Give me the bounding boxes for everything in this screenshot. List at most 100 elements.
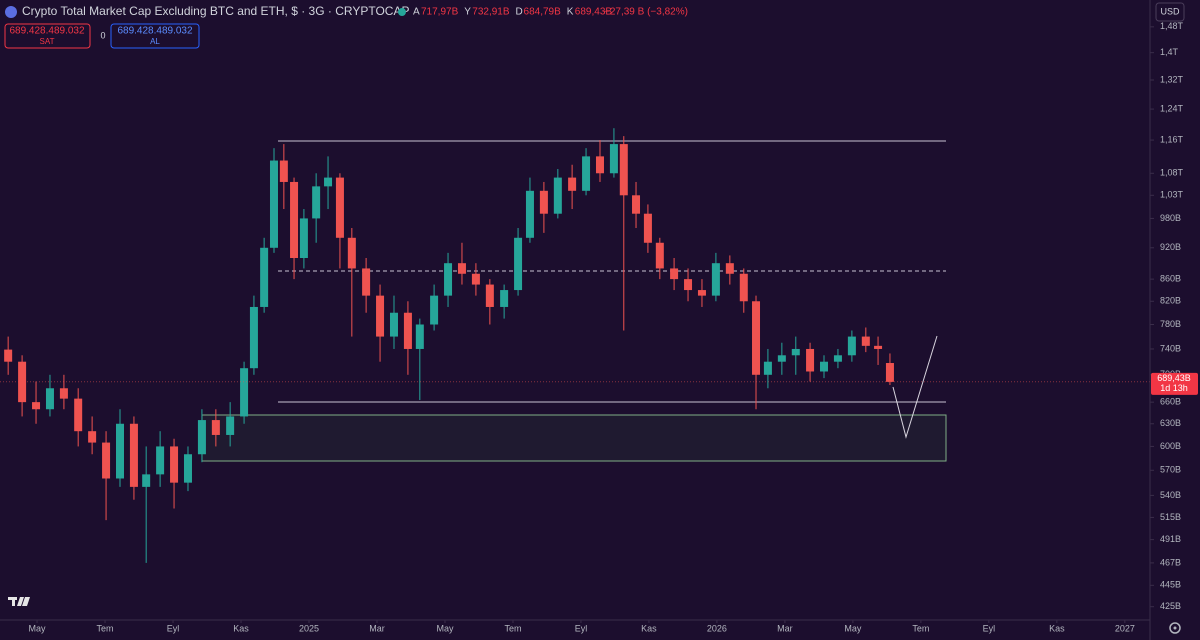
y-tick-label: 425B [1160,601,1181,611]
candle-body [142,474,151,487]
candle-body [376,295,385,337]
price-tag [1151,372,1198,395]
candle-body [347,237,356,269]
drawings [201,140,947,462]
candle-body [74,398,83,432]
price-tag-value: 689,43B [1157,373,1191,383]
y-tick-label: 820B [1160,296,1181,306]
candle-body [444,263,453,296]
candle-body [697,290,706,296]
ohlc-value: 732,91B [472,7,510,18]
ohlc-key: Y [464,7,471,18]
candle-body [170,446,179,483]
sell-price: 689.428.489.032 [9,26,85,37]
x-tick-label: May [844,623,862,633]
buy-label: AL [150,37,160,46]
candle-body [874,345,883,349]
candle-body [471,273,480,285]
currency-button[interactable] [1155,2,1185,22]
candle-body [514,237,523,291]
candle-body [240,368,249,417]
candle-body [595,156,604,174]
candles [0,128,1150,563]
candle-body [269,160,278,248]
candle-body [226,416,235,435]
candle-body [861,336,870,346]
settings-dot [1173,626,1177,630]
candle-body [847,336,856,356]
ohlc-key: A [413,7,420,18]
x-tick-label: Kas [1049,623,1065,633]
candle-body [643,213,652,243]
axes: 425B 445B 467B 491B 515B 540B 570B 600B 630B 660B… [29,21,1184,633]
candle-body [833,355,842,362]
x-tick-label: Mar [369,623,385,633]
candle-body [197,420,206,455]
x-tick-label: Mar [777,623,793,633]
candle-body [885,363,894,382]
candle-body [582,156,591,191]
y-tick-label: 920B [1160,242,1181,252]
candle-body [260,247,269,307]
y-tick-label: 860B [1160,274,1181,284]
candle-body [725,263,734,274]
settings-button[interactable] [1169,622,1181,634]
candle-body [403,312,412,349]
candle-body [739,273,748,302]
logo-stem [12,597,15,606]
y-tick-label: 1,03T [1160,190,1184,200]
ohlc-key: D [516,7,523,18]
symbol-title[interactable]: Crypto Total Market Cap Excluding BTC an… [22,4,409,18]
x-tick-label: Eyl [167,623,180,633]
candle-body [539,190,548,214]
candle-body [115,423,124,479]
y-tick-label: 1,32T [1160,74,1184,84]
candle-body [485,284,494,307]
sell-button[interactable] [4,23,91,49]
y-tick-label: 630B [1160,418,1181,428]
y-tick-label: 780B [1160,319,1181,329]
candle-body [18,361,27,403]
candle-body [525,190,534,238]
symbol-icon [5,6,17,18]
price-tag-countdown: 1d 13h [1160,383,1188,393]
candle-body [129,423,138,487]
candle-body [791,348,800,356]
x-tick-label: Tem [97,623,114,633]
candle-body [632,195,641,214]
sell-label: SAT [40,37,55,46]
y-tick-label: 540B [1160,490,1181,500]
y-tick-label: 1,08T [1160,168,1184,178]
candle-body [415,324,424,349]
x-tick-label: May [436,623,454,633]
candle-body [362,268,371,296]
demand-zone [201,414,947,462]
candle-body [619,144,628,196]
candle-body [752,301,761,375]
x-tick-label: Eyl [575,623,588,633]
x-tick-label: Tem [504,623,521,633]
candle-body [684,279,693,291]
candle-body [324,177,333,187]
x-tick-label: 2025 [299,623,319,633]
buy-button[interactable] [110,23,200,49]
x-tick-label: May [29,623,47,633]
y-tick-label: 600B [1160,441,1181,451]
candle-body [279,160,288,182]
candle-body [299,218,308,259]
y-tick-label: 515B [1160,512,1181,522]
logo [8,597,30,606]
candle-body [32,402,41,410]
candle-body [820,361,829,372]
candle-body [156,446,165,475]
y-tick-label: 445B [1160,580,1181,590]
candle-body [711,263,720,296]
y-tick-label: 570B [1160,465,1181,475]
candle-body [211,420,220,435]
candle-body [457,263,466,274]
x-tick-label: Kas [233,623,249,633]
ohlc-value: 689,43B [575,7,613,18]
y-tick-label: 1,48T [1160,21,1184,31]
candle-body [777,355,786,362]
